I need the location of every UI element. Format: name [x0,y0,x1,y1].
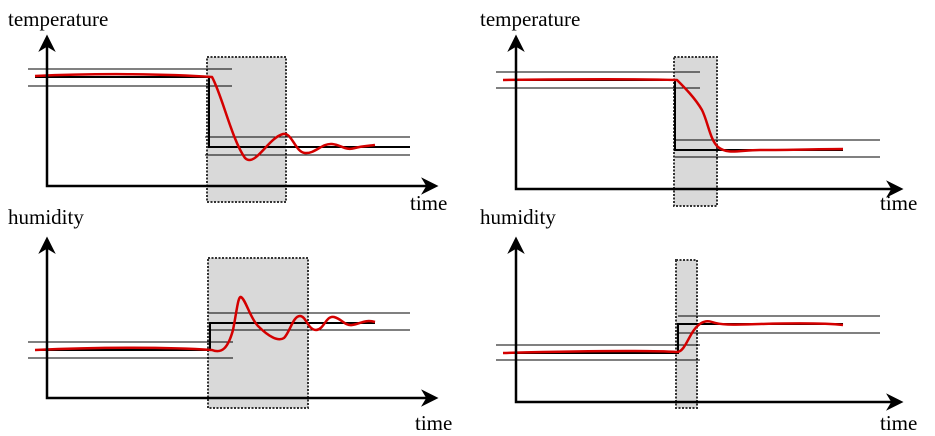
response-curve [502,320,844,355]
x-axis-label: time [880,191,917,215]
setpoint [35,322,375,351]
axes [507,236,904,411]
settling-window [207,257,309,409]
x-axis-label: time [410,191,447,215]
settling-window [206,56,287,203]
y-axis-label: humidity [8,205,84,229]
panel: temperature time [8,7,447,215]
panel: humidity time [480,205,917,435]
y-axis-label: humidity [480,205,556,229]
panel: humidity time [8,205,452,435]
panel: temperature time [480,7,917,215]
y-axis-label: temperature [8,7,108,31]
setpoint [503,323,843,354]
x-axis-label: time [880,411,917,435]
y-axis-label: temperature [480,7,580,31]
axes [38,34,439,195]
axes [507,34,904,198]
settling-window [675,259,698,409]
response-curve [34,295,376,353]
axes [38,236,439,407]
x-axis-label: time [415,411,452,435]
